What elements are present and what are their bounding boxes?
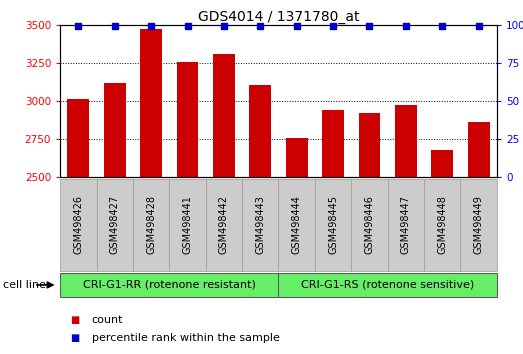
Bar (213, 54, 235, 177)
Text: CRI-G1-RR (rotenone resistant): CRI-G1-RR (rotenone resistant) (83, 280, 256, 290)
Text: ■: ■ (71, 333, 80, 343)
Bar (359, 113, 380, 177)
Text: GSM498428: GSM498428 (146, 195, 156, 254)
Bar (140, 29, 162, 177)
Text: cell line: cell line (3, 280, 46, 290)
Bar (431, 150, 453, 177)
Bar (104, 82, 126, 177)
Text: GSM498442: GSM498442 (219, 195, 229, 254)
Bar (177, 62, 198, 177)
Bar (322, 110, 344, 177)
Text: GSM498449: GSM498449 (474, 195, 484, 254)
Title: GDS4014 / 1371780_at: GDS4014 / 1371780_at (198, 10, 359, 24)
Text: GSM498443: GSM498443 (255, 195, 265, 254)
Text: GSM498426: GSM498426 (73, 195, 83, 254)
Bar (67, 99, 89, 177)
Text: GSM498444: GSM498444 (292, 195, 302, 254)
Bar (286, 138, 308, 177)
Text: GSM498445: GSM498445 (328, 195, 338, 254)
Text: GSM498448: GSM498448 (437, 195, 447, 254)
Text: GSM498427: GSM498427 (110, 195, 120, 255)
Text: GSM498447: GSM498447 (401, 195, 411, 254)
Text: ■: ■ (71, 315, 80, 325)
Text: GSM498446: GSM498446 (365, 195, 374, 254)
Text: GSM498441: GSM498441 (183, 195, 192, 254)
Text: percentile rank within the sample: percentile rank within the sample (92, 333, 279, 343)
Text: CRI-G1-RS (rotenone sensitive): CRI-G1-RS (rotenone sensitive) (301, 280, 474, 290)
Bar (395, 105, 417, 177)
Text: count: count (92, 315, 123, 325)
Bar (249, 85, 271, 177)
Bar (468, 122, 490, 177)
